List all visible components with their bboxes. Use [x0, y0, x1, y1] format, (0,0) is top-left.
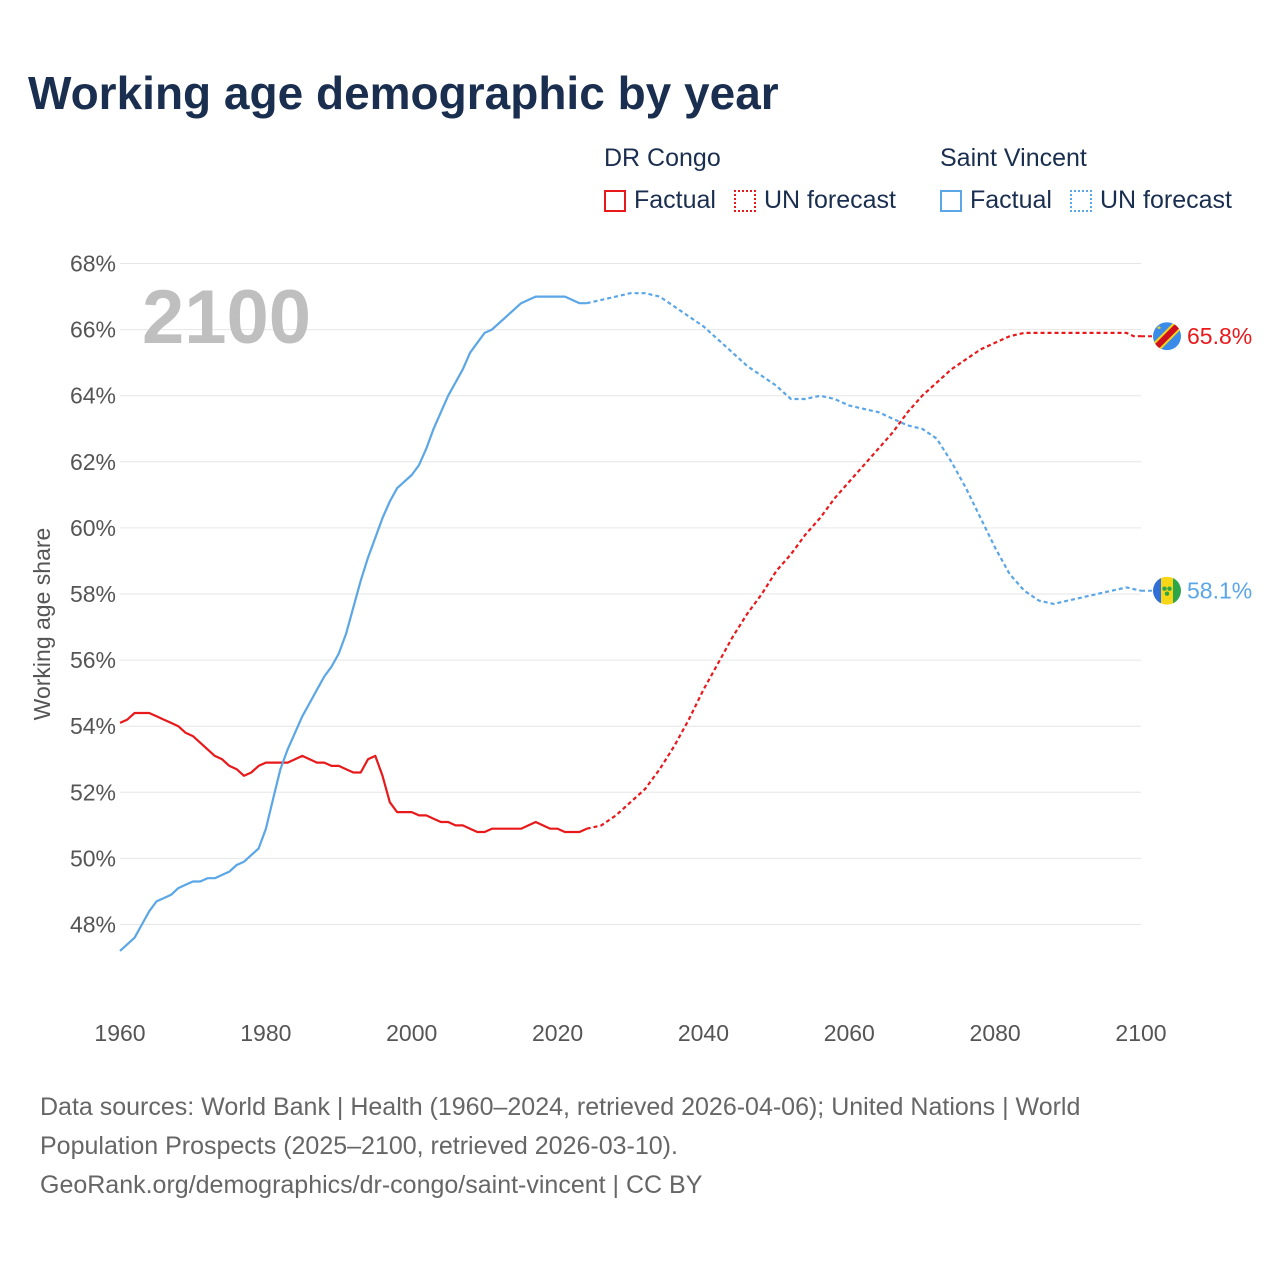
legend-group-title: DR Congo [604, 144, 721, 172]
x-axis-ticks: 1960 1980 2000 2020 2040 2060 2080 2100 [94, 1020, 1166, 1046]
x-tick-label: 2040 [678, 1020, 729, 1046]
legend-group-title: Saint Vincent [940, 144, 1087, 172]
legend-label: Factual [634, 186, 716, 214]
footer-source: Data sources: World Bank | Health (1960–… [40, 1088, 1240, 1205]
y-tick-label: 68% [70, 251, 116, 277]
x-tick-label: 2000 [386, 1020, 437, 1046]
series-lines [119, 292, 1142, 952]
line-chart: 2100 48% 50% 52% 54% 56% 58% 60% 62% 64% 66% 68% 1… [29, 251, 1252, 1047]
series-line-saint-vincent-forecast[interactable] [586, 292, 1142, 606]
x-tick-label: 1980 [240, 1020, 291, 1046]
legend-swatch-solid [604, 189, 626, 212]
y-tick-label: 48% [70, 912, 116, 938]
legend-swatch-dotted [1069, 189, 1092, 212]
legend-swatch-dotted [733, 189, 756, 212]
y-tick-label: 54% [70, 713, 116, 739]
end-markers: 65.8% 58.1% [1141, 322, 1252, 605]
y-tick-label: 52% [70, 779, 116, 805]
legend-item-dr-congo-factual[interactable]: Factual [604, 186, 716, 215]
series-line-saint-vincent-factual[interactable] [119, 295, 587, 952]
series-line-dr-congo-factual[interactable] [119, 711, 588, 834]
footer-line: GeoRank.org/demographics/dr-congo/saint-… [40, 1171, 703, 1199]
x-tick-label: 2020 [532, 1020, 583, 1046]
x-tick-label: 2060 [824, 1020, 875, 1046]
legend-swatch-solid [940, 189, 962, 212]
footer-line: Population Prospects (2025–2100, retriev… [40, 1132, 678, 1160]
y-tick-label: 58% [70, 581, 116, 607]
legend-label: Factual [970, 186, 1052, 214]
y-tick-label: 62% [70, 449, 116, 475]
legend-item-saint-vincent-factual[interactable]: Factual [940, 186, 1052, 215]
legend-saint-vincent: Saint Vincent Factual UN forecast [940, 144, 1232, 215]
x-tick-label: 2080 [970, 1020, 1021, 1046]
y-tick-label: 50% [70, 845, 116, 871]
y-tick-label: 60% [70, 515, 116, 541]
legend-label: UN forecast [763, 186, 896, 214]
x-tick-label: 1960 [94, 1020, 145, 1046]
series-line-dr-congo-forecast[interactable] [586, 331, 1141, 830]
chart-title: Working age demographic by year [28, 67, 779, 119]
y-tick-label: 64% [70, 383, 116, 409]
legend-item-dr-congo-forecast[interactable]: UN forecast [733, 186, 896, 215]
saint-vincent-flag-icon [1153, 576, 1181, 605]
y-axis-ticks: 48% 50% 52% 54% 56% 58% 60% 62% 64% 66% 68% [70, 251, 116, 938]
y-tick-label: 56% [70, 647, 116, 673]
legend-label: UN forecast [1099, 186, 1232, 214]
y-tick-label: 66% [70, 317, 116, 343]
current-year-label: 2100 [142, 275, 311, 360]
y-axis-label: Working age share [29, 528, 55, 721]
end-value-label-dr-congo: 65.8% [1187, 323, 1252, 349]
gridlines [120, 263, 1141, 925]
end-value-label-saint-vincent: 58.1% [1187, 578, 1252, 604]
legend-dr-congo: DR Congo Factual UN forecast [604, 144, 914, 215]
dr-congo-flag-icon [1153, 322, 1181, 351]
legend-item-saint-vincent-forecast[interactable]: UN forecast [1069, 186, 1232, 215]
footer-line: Data sources: World Bank | Health (1960–… [40, 1093, 1081, 1121]
x-tick-label: 2100 [1115, 1020, 1166, 1046]
